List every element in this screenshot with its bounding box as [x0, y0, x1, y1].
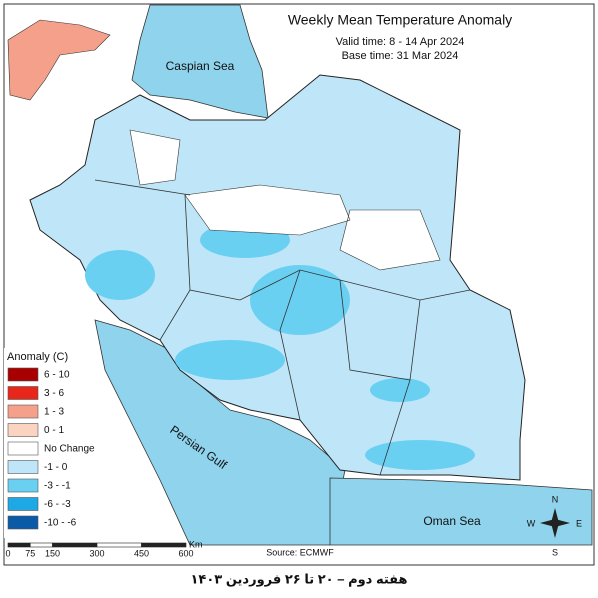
cold-area [250, 265, 350, 335]
legend-label: 1 - 3 [44, 407, 64, 418]
valid-time: Valid time: 8 - 14 Apr 2024 [336, 36, 465, 48]
legend-swatch [7, 423, 39, 437]
scale-segment [141, 542, 187, 548]
scale-segment [96, 542, 142, 548]
legend-swatch [7, 460, 39, 474]
legend-label: -1 - 0 [44, 462, 68, 473]
province-borders [94, 179, 471, 476]
scale-tick-label: 150 [45, 548, 60, 558]
legend-swatch [7, 386, 39, 400]
legend-swatch [7, 404, 39, 419]
oman-sea [329, 477, 593, 546]
legend-swatch [7, 367, 39, 382]
legend-swatch [7, 478, 39, 493]
warm-area [7, 19, 111, 101]
scale-tick-label: 600 [178, 548, 193, 558]
cold-area [175, 340, 285, 380]
legend-label: -10 - -6 [44, 518, 77, 529]
scale-segment [7, 542, 31, 548]
sea-label: Oman Sea [423, 514, 481, 528]
legend-label: 3 - 6 [44, 388, 64, 399]
scale-unit: Km [189, 539, 203, 549]
cold-area [85, 250, 155, 300]
base-time: Base time: 31 Mar 2024 [342, 50, 459, 62]
compass-rose [540, 508, 570, 538]
title: Weekly Mean Temperature Anomaly [288, 12, 512, 28]
legend-swatch [7, 515, 39, 530]
compass-s: S [552, 547, 558, 557]
scale-tick-label: 300 [89, 548, 104, 558]
caspian-sea [131, 4, 269, 119]
compass-e: E [576, 518, 582, 528]
legend-label: No Change [44, 444, 95, 455]
sea-label: Caspian Sea [166, 59, 235, 73]
caption: هفته دوم – ۲۰ تا ۲۶ فروردین ۱۴۰۳ [190, 571, 407, 587]
legend-swatch [7, 497, 39, 511]
legend-title: Anomaly (C) [7, 351, 68, 363]
legend-label: -3 - -1 [44, 481, 71, 492]
no-change-area [129, 129, 441, 271]
legend: Anomaly (C) 6 - 10 3 - 6 1 - 3 0 - 1 No Chan… [4, 348, 100, 538]
legend-swatch [7, 441, 39, 456]
compass-n: N [552, 494, 559, 504]
source: Source: ECMWF [266, 547, 334, 557]
compass-w: W [527, 518, 536, 528]
scale-segment [29, 542, 53, 548]
legend-label: 6 - 10 [44, 370, 70, 381]
scale-tick-label: 450 [134, 548, 149, 558]
legend-label: 0 - 1 [44, 425, 64, 436]
legend-label: -6 - -3 [44, 499, 71, 510]
cold-area [365, 440, 475, 470]
scale-tick-label: 75 [25, 548, 35, 558]
cold-area [370, 378, 430, 402]
compass: N S W E [527, 494, 582, 557]
scale-tick-label: 0 [5, 548, 10, 558]
scale-segment [52, 542, 98, 548]
